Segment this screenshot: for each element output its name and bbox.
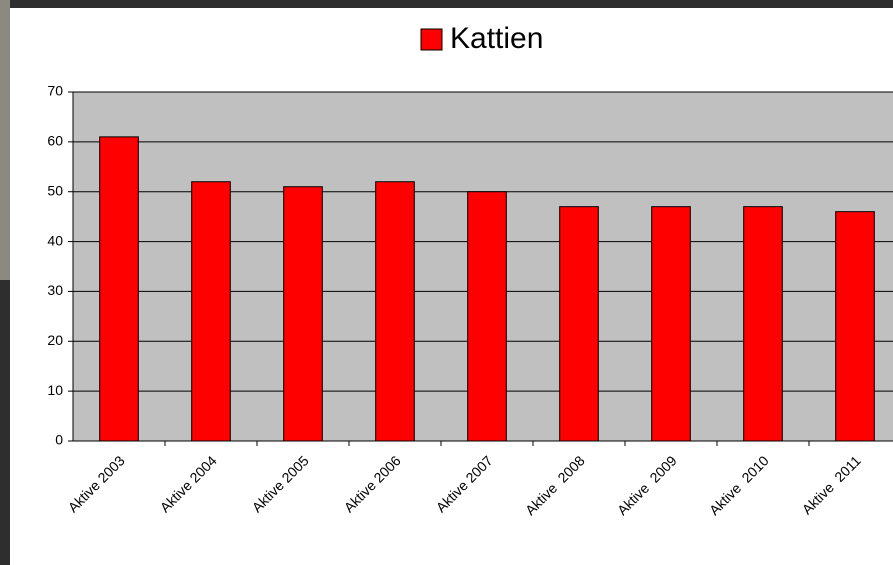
y-tick-label: 10 xyxy=(47,382,63,398)
y-tick-label: 60 xyxy=(47,133,63,149)
bar xyxy=(375,181,415,442)
y-tick-label: 0 xyxy=(55,432,63,448)
bar xyxy=(99,136,139,442)
bar xyxy=(467,191,507,442)
y-tick-label: 50 xyxy=(47,182,63,198)
y-tick-label: 40 xyxy=(47,232,63,248)
y-tick-label: 20 xyxy=(47,332,63,348)
legend-label: Kattien xyxy=(450,22,543,55)
bar xyxy=(559,206,599,442)
bar xyxy=(191,181,231,442)
y-tick-label: 30 xyxy=(47,282,63,298)
bar xyxy=(835,211,875,442)
y-tick-label: 70 xyxy=(47,83,63,99)
bar xyxy=(651,206,691,442)
bar xyxy=(743,206,783,442)
background-photo xyxy=(0,0,10,280)
legend-swatch xyxy=(420,28,443,51)
bar xyxy=(283,186,323,442)
